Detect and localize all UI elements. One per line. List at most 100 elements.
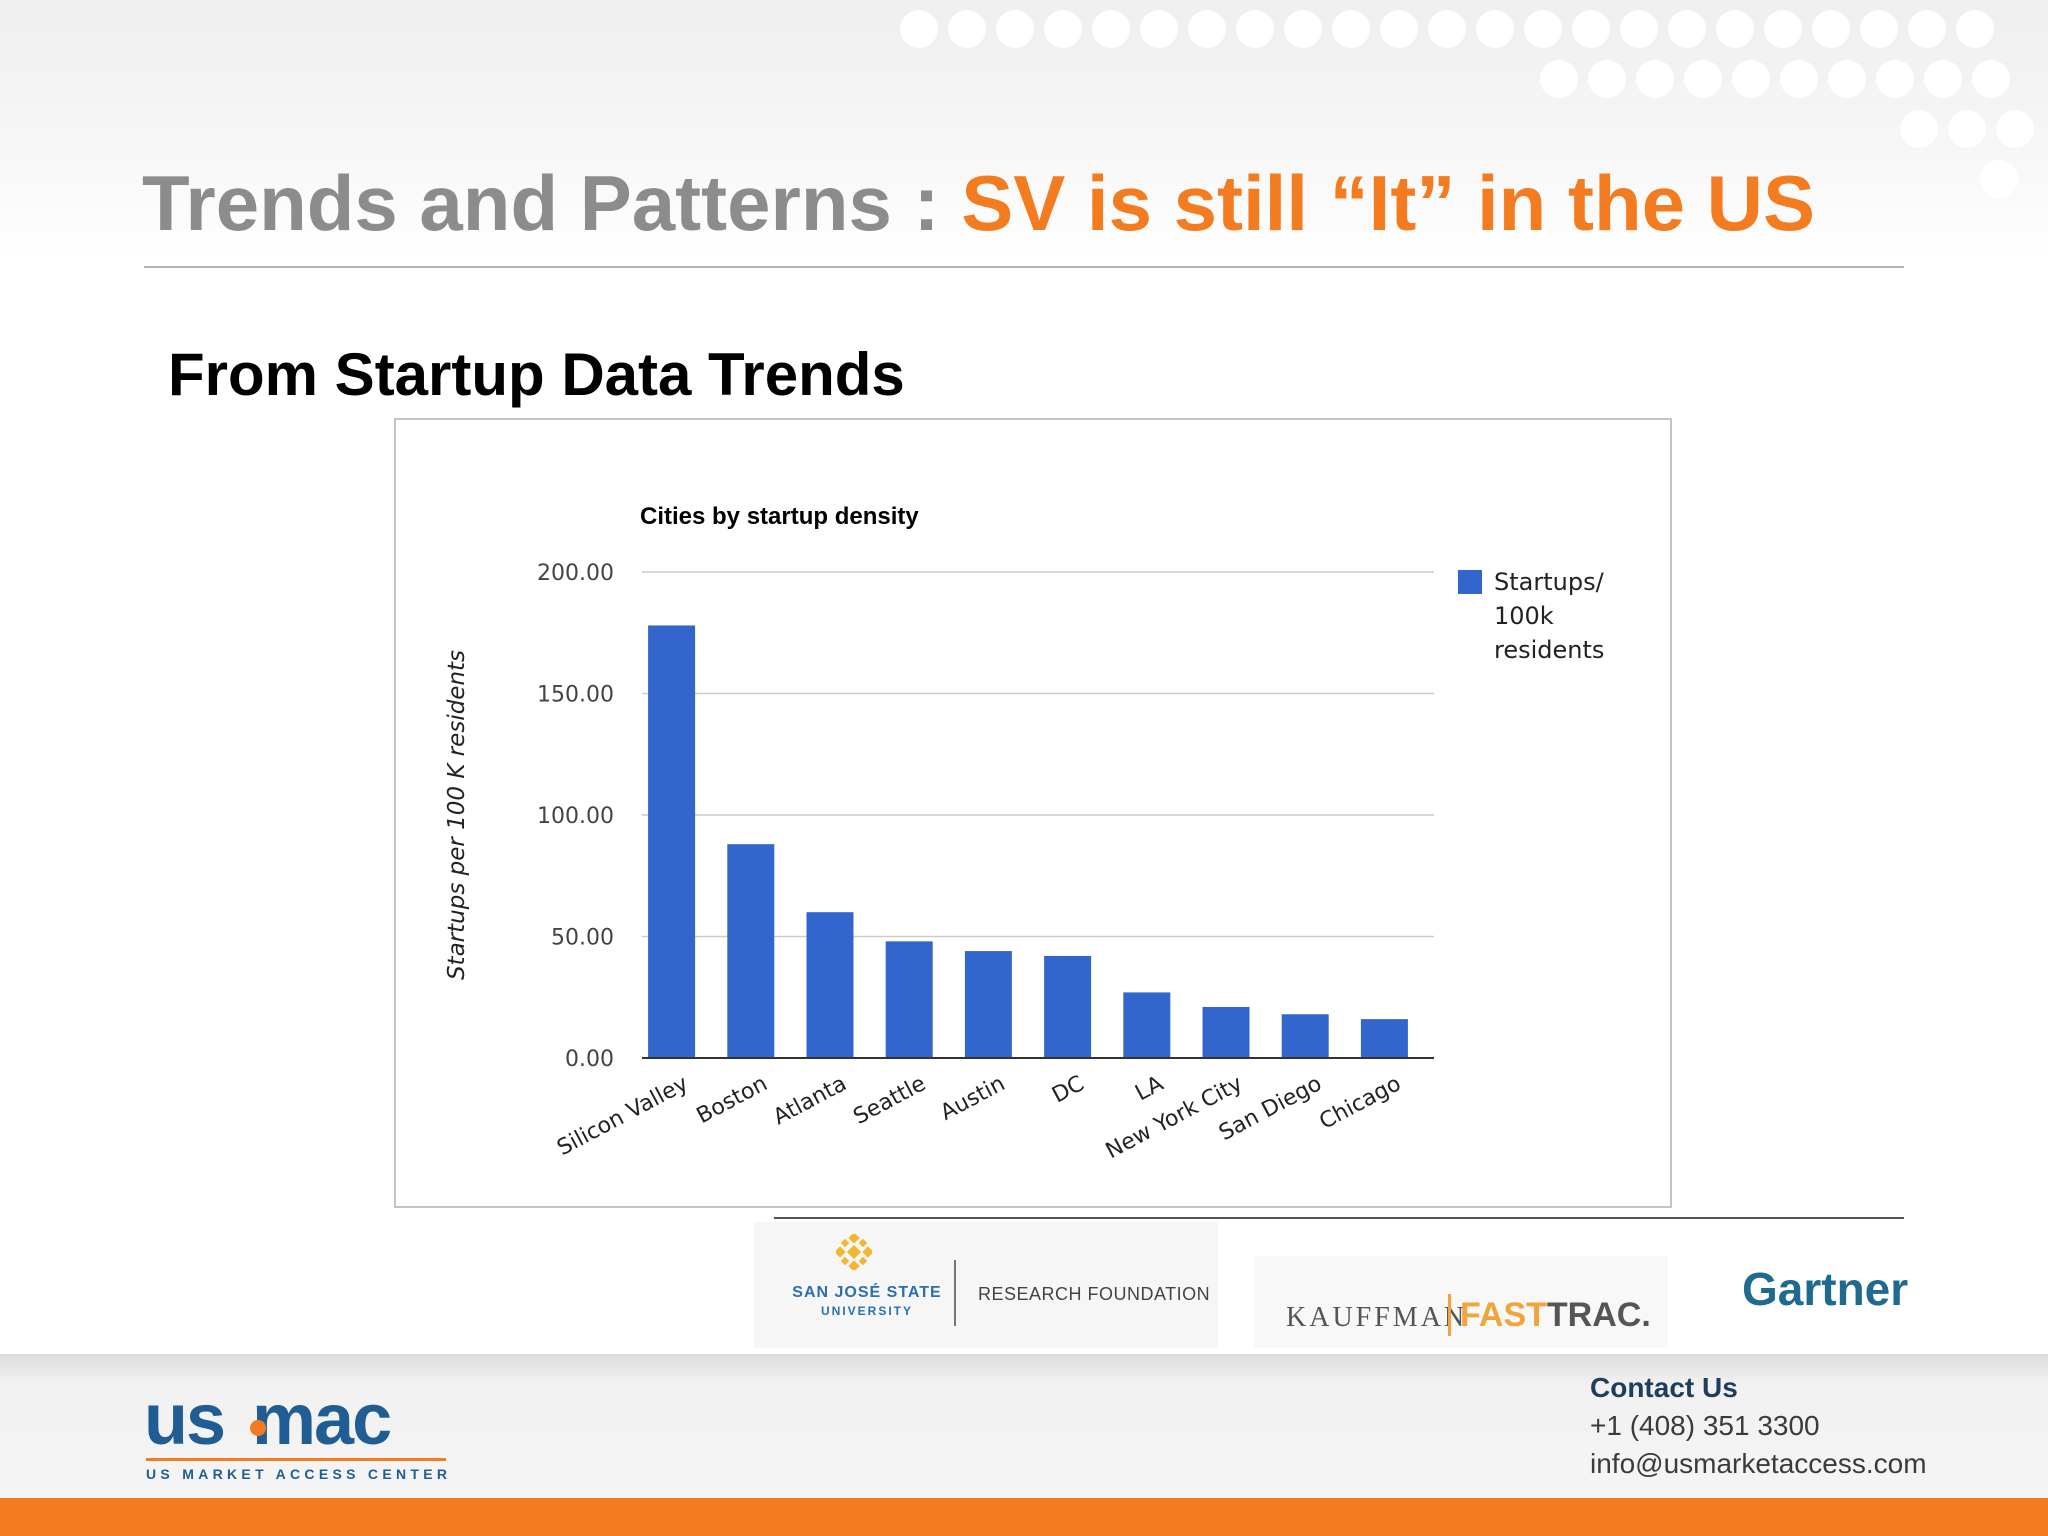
decorative-dot [1476, 10, 1514, 48]
title-highlight: SV is still “It” in the US [961, 159, 1816, 247]
fasttrac-trac: TRAC. [1546, 1296, 1651, 1334]
decorative-dot [1572, 10, 1610, 48]
title-prefix: Trends and Patterns : [142, 159, 962, 247]
legend-label: residents [1494, 636, 1604, 664]
decorative-dot [1684, 60, 1722, 98]
footer-accent-bar [0, 1498, 2048, 1536]
x-tick-label: Atlanta [769, 1071, 850, 1130]
decorative-dot [1924, 60, 1962, 98]
decorative-dot [1236, 10, 1274, 48]
decorative-dot [1588, 60, 1626, 98]
x-tick-label: Seattle [850, 1071, 931, 1130]
contact-email[interactable]: info@usmarketaccess.com [1590, 1448, 1927, 1479]
decorative-dot [948, 10, 986, 48]
x-tick-label: Chicago [1315, 1071, 1405, 1135]
x-tick-label: DC [1048, 1071, 1088, 1108]
decorative-dots [900, 10, 2048, 210]
y-tick-label: 0.00 [565, 1047, 614, 1072]
y-tick-label: 150.00 [537, 683, 614, 708]
decorative-dot [1428, 10, 1466, 48]
decorative-dot [1948, 110, 1986, 148]
slide-subtitle: From Startup Data Trends [168, 341, 905, 408]
contact-block: Contact Us +1 (408) 351 3300 info@usmark… [1590, 1372, 1927, 1480]
footer: us mac US MARKET ACCESS CENTER Contact Us… [0, 1354, 2048, 1498]
slide-title: Trends and Patterns : SV is still “It” i… [142, 158, 1815, 249]
legend-label: 100k [1494, 602, 1554, 630]
y-tick-label: 200.00 [537, 561, 614, 586]
sjsu-emblem-icon [836, 1234, 872, 1270]
kauffman-divider [1448, 1294, 1451, 1336]
decorative-dot [1900, 110, 1938, 148]
x-tick-label: Silicon Valley [553, 1071, 692, 1161]
decorative-dot [1140, 10, 1178, 48]
usmac-logo: us mac US MARKET ACCESS CENTER [144, 1384, 454, 1484]
chart-frame: Cities by startup density 0.00 50.00 100.00… [394, 418, 1672, 1208]
decorative-dot [1860, 10, 1898, 48]
bar [1123, 992, 1171, 1058]
decorative-dot [1188, 10, 1226, 48]
decorative-dot [1996, 110, 2034, 148]
contact-heading: Contact Us [1590, 1372, 1738, 1403]
x-tick-label: Boston [693, 1071, 772, 1129]
kauffman-wordmark: KAUFFMAN [1286, 1302, 1468, 1333]
title-divider [144, 266, 1904, 268]
logo-divider [774, 1217, 1904, 1219]
bar [885, 941, 933, 1058]
decorative-dot [1716, 10, 1754, 48]
bar [648, 625, 696, 1058]
decorative-dot [1044, 10, 1082, 48]
bar [1044, 955, 1092, 1058]
decorative-dot [1620, 10, 1658, 48]
decorative-dot [996, 10, 1034, 48]
decorative-dot [1524, 10, 1562, 48]
usmac-dot-icon [250, 1420, 266, 1436]
contact-phone[interactable]: +1 (408) 351 3300 [1590, 1410, 1820, 1441]
header-background [0, 0, 2048, 260]
bar [1360, 1019, 1408, 1058]
y-tick-label: 100.00 [537, 804, 614, 829]
bar [1202, 1006, 1250, 1058]
decorative-dot [1092, 10, 1130, 48]
x-tick-label: Austin [936, 1071, 1009, 1126]
kauffman-fasttrac-logo: KAUFFMAN FASTTRAC. [1254, 1256, 1668, 1348]
decorative-dot [1668, 10, 1706, 48]
decorative-dot [1284, 10, 1322, 48]
decorative-dot [1764, 10, 1802, 48]
decorative-dot [1812, 10, 1850, 48]
decorative-dot [1828, 60, 1866, 98]
legend-label: Startups/ [1494, 568, 1605, 596]
decorative-dot [1780, 60, 1818, 98]
gartner-logo: Gartner [1742, 1263, 1909, 1315]
x-tick-label: LA [1131, 1071, 1167, 1106]
chart-title: Cities by startup density [640, 503, 919, 530]
usmac-tagline: US MARKET ACCESS CENTER [146, 1466, 452, 1482]
sjsu-name: SAN JOSÉ STATE [792, 1284, 942, 1301]
y-axis-label: Startups per 100 K residents [444, 650, 470, 980]
startup-density-chart: Cities by startup density 0.00 50.00 100.00… [444, 503, 1605, 1164]
bar [1281, 1014, 1329, 1058]
usmac-wordmark: us mac [144, 1384, 392, 1456]
usmac-us: us [144, 1380, 226, 1460]
decorative-dot [1908, 10, 1946, 48]
decorative-dot [1636, 60, 1674, 98]
fasttrac-fast: FAST [1460, 1296, 1547, 1334]
decorative-dot [1380, 10, 1418, 48]
sjsu-subname: UNIVERSITY [820, 1304, 913, 1318]
decorative-dot [1732, 60, 1770, 98]
decorative-dot [1972, 60, 2010, 98]
decorative-dot [1876, 60, 1914, 98]
decorative-dot [1540, 60, 1578, 98]
decorative-dot [1980, 160, 2018, 198]
decorative-dot [1332, 10, 1370, 48]
bar [727, 844, 775, 1058]
sjsu-research-foundation-logo: SAN JOSÉ STATE UNIVERSITY RESEARCH FOUND… [754, 1222, 1218, 1348]
decorative-dot [900, 10, 938, 48]
decorative-dot [1956, 10, 1994, 48]
bar [806, 912, 854, 1058]
partner-logos: SAN JOSÉ STATE UNIVERSITY RESEARCH FOUND… [754, 1222, 1914, 1348]
usmac-underline [146, 1458, 446, 1461]
y-tick-label: 50.00 [551, 926, 614, 951]
bar [964, 951, 1012, 1058]
legend-swatch [1458, 570, 1482, 594]
usmac-mac: mac [252, 1380, 392, 1460]
